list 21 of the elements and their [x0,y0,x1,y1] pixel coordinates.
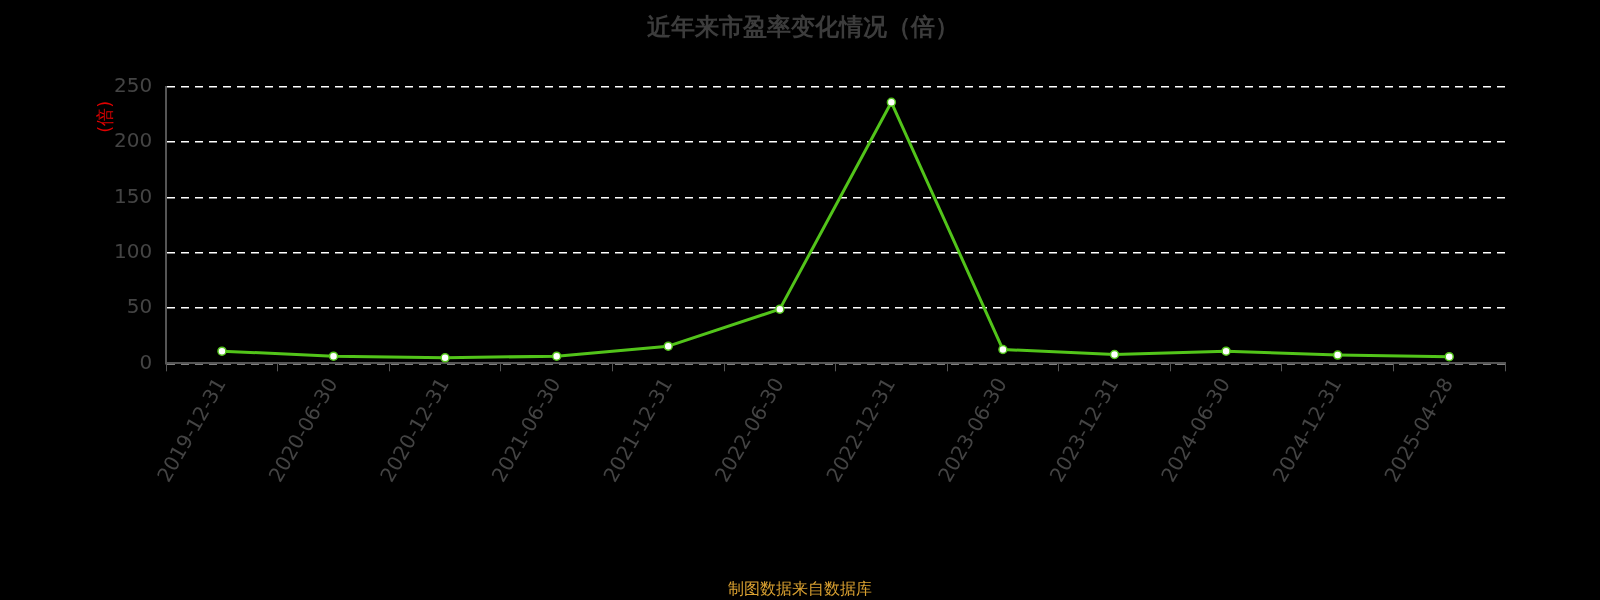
y-tick-label: 0 [139,349,153,374]
point [1221,346,1231,356]
point [886,97,897,108]
point [663,341,673,351]
point [1109,349,1120,360]
point [998,344,1008,355]
point [1332,350,1343,360]
point [551,351,562,361]
y-tick-label: 150 [113,183,153,208]
point [775,304,785,314]
y-tick-label: 200 [113,128,153,153]
y-tick-label: 50 [126,294,153,319]
text: 制图数据来自数据库 [728,579,872,599]
point [328,351,339,361]
point [217,346,227,356]
y-axis-title: (倍) [93,100,115,133]
chart-title: 近年来市盈率变化情况（倍） [646,12,959,41]
y-tick-label: 250 [113,73,153,97]
y-tick-label: 100 [113,238,153,263]
point [440,353,450,363]
point [1444,351,1454,362]
